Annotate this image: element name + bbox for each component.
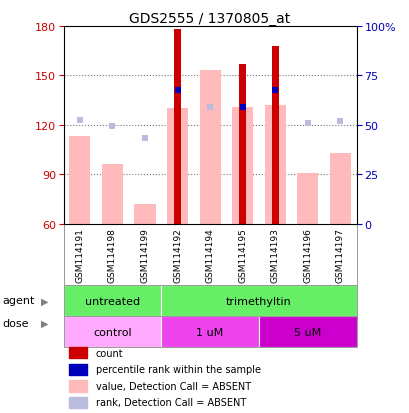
Text: GSM114198: GSM114198 bbox=[108, 228, 117, 282]
Title: GDS2555 / 1370805_at: GDS2555 / 1370805_at bbox=[129, 12, 290, 26]
Text: trimethyltin: trimethyltin bbox=[225, 296, 291, 306]
Bar bbox=[238, 65, 246, 224]
Text: percentile rank within the sample: percentile rank within the sample bbox=[96, 364, 260, 375]
Bar bbox=[264, 106, 285, 224]
Bar bbox=[69, 396, 87, 408]
Bar bbox=[166, 109, 188, 224]
Text: 5 uM: 5 uM bbox=[294, 327, 321, 337]
Text: GSM114193: GSM114193 bbox=[270, 228, 279, 282]
Text: control: control bbox=[93, 327, 131, 337]
Bar bbox=[134, 204, 155, 224]
Text: ▶: ▶ bbox=[41, 318, 49, 328]
Text: GSM114199: GSM114199 bbox=[140, 228, 149, 282]
Bar bbox=[69, 137, 90, 224]
Bar bbox=[199, 71, 220, 224]
Bar bbox=[258, 316, 356, 347]
Text: untreated: untreated bbox=[85, 296, 139, 306]
Text: GSM114195: GSM114195 bbox=[238, 228, 247, 282]
Text: GSM114192: GSM114192 bbox=[173, 228, 182, 282]
Text: GSM114194: GSM114194 bbox=[205, 228, 214, 282]
Bar bbox=[69, 380, 87, 392]
Bar bbox=[63, 316, 161, 347]
Bar bbox=[173, 30, 181, 224]
Text: ▶: ▶ bbox=[41, 296, 49, 306]
Text: dose: dose bbox=[2, 318, 29, 328]
Text: agent: agent bbox=[2, 296, 34, 306]
Bar bbox=[161, 286, 356, 316]
Bar bbox=[101, 165, 123, 224]
Text: GSM114196: GSM114196 bbox=[303, 228, 312, 282]
Text: count: count bbox=[96, 348, 123, 358]
Bar bbox=[297, 173, 318, 224]
Text: 1 uM: 1 uM bbox=[196, 327, 223, 337]
Bar bbox=[329, 153, 350, 224]
Bar bbox=[63, 286, 161, 316]
Bar bbox=[271, 47, 278, 224]
Text: rank, Detection Call = ABSENT: rank, Detection Call = ABSENT bbox=[96, 397, 245, 407]
Bar bbox=[231, 107, 253, 224]
Text: GSM114197: GSM114197 bbox=[335, 228, 344, 282]
Text: GSM114191: GSM114191 bbox=[75, 228, 84, 282]
Bar bbox=[69, 347, 87, 358]
Text: value, Detection Call = ABSENT: value, Detection Call = ABSENT bbox=[96, 381, 250, 391]
Bar bbox=[161, 316, 258, 347]
Bar bbox=[69, 364, 87, 375]
